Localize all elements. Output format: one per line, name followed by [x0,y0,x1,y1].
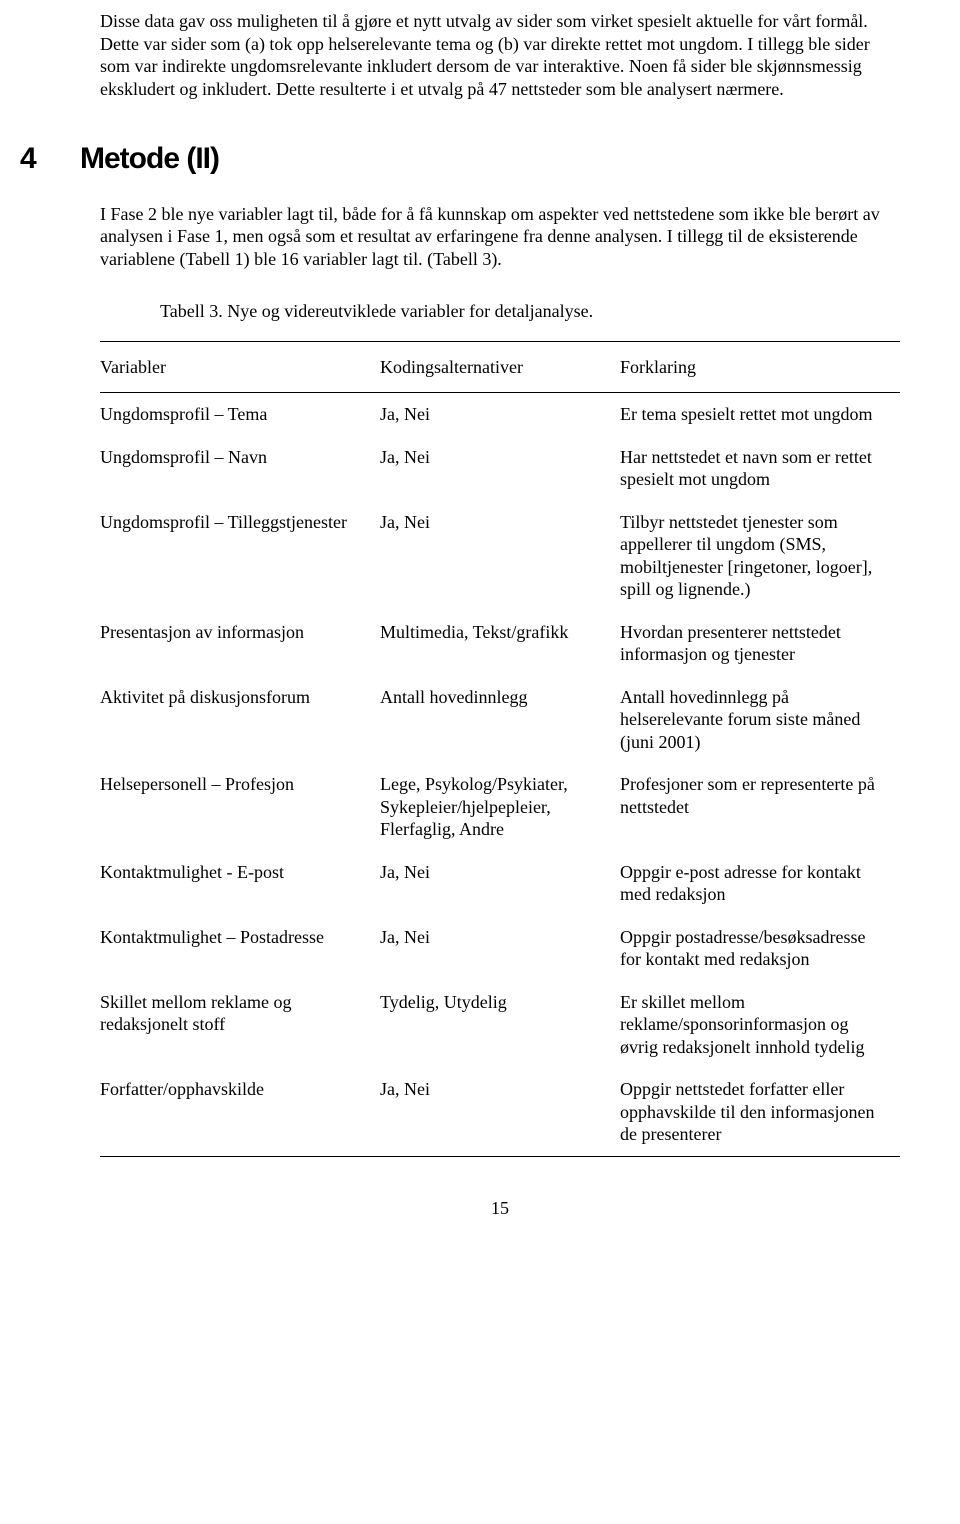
table-cell: Helsepersonell – Profesjon [100,763,380,851]
table-cell: Ungdomsprofil – Navn [100,436,380,501]
table-cell: Oppgir postadresse/besøksadresse for kon… [620,916,900,981]
table-cell: Hvordan presenterer nettstedet informasj… [620,611,900,676]
table-cell: Lege, Psykolog/Psykiater, Sykepleier/hje… [380,763,620,851]
table-cell: Ja, Nei [380,1068,620,1156]
table-row: Aktivitet på diskusjonsforumAntall hoved… [100,676,900,764]
table-cell: Tilbyr nettstedet tjenester som appeller… [620,501,900,611]
table-cell: Antall hovedinnlegg på helserelevante fo… [620,676,900,764]
table-cell: Er tema spesielt rettet mot ungdom [620,393,900,436]
table-cell: Presentasjon av informasjon [100,611,380,676]
table-row: Skillet mellom reklame og redaksjonelt s… [100,981,900,1069]
table-body: Ungdomsprofil – TemaJa, NeiEr tema spesi… [100,393,900,1157]
table-header: Forklaring [620,341,900,393]
table-cell: Skillet mellom reklame og redaksjonelt s… [100,981,380,1069]
table-cell: Ungdomsprofil – Tilleggstjenester [100,501,380,611]
table-cell: Ungdomsprofil – Tema [100,393,380,436]
section-number: 4 [20,140,80,178]
table-header: Variabler [100,341,380,393]
table-cell: Profesjoner som er representerte på nett… [620,763,900,851]
table-header-row: Variabler Kodingsalternativer Forklaring [100,341,900,393]
table-row: Presentasjon av informasjonMultimedia, T… [100,611,900,676]
table-cell: Ja, Nei [380,501,620,611]
table-cell: Tydelig, Utydelig [380,981,620,1069]
table-cell: Er skillet mellom reklame/sponsorinforma… [620,981,900,1069]
table-row: Kontaktmulighet – PostadresseJa, NeiOppg… [100,916,900,981]
table-cell: Oppgir nettstedet forfatter eller opphav… [620,1068,900,1156]
variables-table: Variabler Kodingsalternativer Forklaring… [100,341,900,1157]
table-row: Ungdomsprofil – TilleggstjenesterJa, Nei… [100,501,900,611]
table-cell: Ja, Nei [380,851,620,916]
page-number: 15 [100,1197,900,1220]
document-page: Disse data gav oss muligheten til å gjør… [0,10,960,1259]
table-cell: Ja, Nei [380,436,620,501]
body-paragraph: I Fase 2 ble nye variabler lagt til, båd… [100,203,900,271]
table-caption: Tabell 3. Nye og videreutviklede variabl… [160,300,900,323]
table-cell: Kontaktmulighet - E-post [100,851,380,916]
table-row: Forfatter/opphavskildeJa, NeiOppgir nett… [100,1068,900,1156]
table-row: Helsepersonell – ProfesjonLege, Psykolog… [100,763,900,851]
table-cell: Aktivitet på diskusjonsforum [100,676,380,764]
table-cell: Forfatter/opphavskilde [100,1068,380,1156]
section-heading: 4 Metode (II) [20,140,900,178]
section-title: Metode (II) [80,140,219,178]
table-cell: Oppgir e-post adresse for kontakt med re… [620,851,900,916]
table-row: Ungdomsprofil – NavnJa, NeiHar nettstede… [100,436,900,501]
table-row: Ungdomsprofil – TemaJa, NeiEr tema spesi… [100,393,900,436]
intro-paragraph: Disse data gav oss muligheten til å gjør… [100,10,900,100]
table-cell: Ja, Nei [380,916,620,981]
table-header: Kodingsalternativer [380,341,620,393]
table-row: Kontaktmulighet - E-postJa, NeiOppgir e-… [100,851,900,916]
table-cell: Kontaktmulighet – Postadresse [100,916,380,981]
table-cell: Multimedia, Tekst/grafikk [380,611,620,676]
table-cell: Antall hovedinnlegg [380,676,620,764]
table-cell: Ja, Nei [380,393,620,436]
table-cell: Har nettstedet et navn som er rettet spe… [620,436,900,501]
